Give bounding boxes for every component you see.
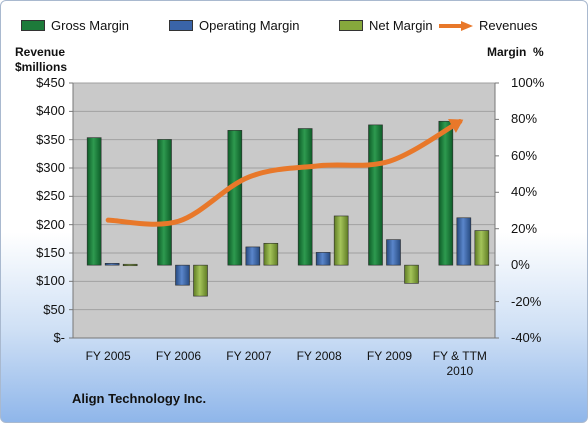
category-label-line: 2010 bbox=[446, 364, 474, 378]
right-tick-label: 100% bbox=[511, 75, 545, 90]
net-margin-bar bbox=[404, 264, 419, 284]
left-tick-label: $50 bbox=[43, 301, 65, 317]
gross-margin-bar bbox=[297, 128, 313, 266]
left-tick-label: $150 bbox=[36, 245, 65, 260]
gross-margin-bar bbox=[86, 137, 102, 266]
left-tick-label: $400 bbox=[36, 103, 65, 119]
left-tick-label: $350 bbox=[36, 131, 65, 147]
revenues-line bbox=[105, 119, 463, 227]
left-axis-title-line-1: Revenue bbox=[15, 45, 66, 59]
right-axis-title: Margin % bbox=[487, 45, 544, 59]
left-tick-label: $250 bbox=[36, 188, 65, 204]
category-label: FY 2008 bbox=[284, 349, 354, 364]
operating-margin-bar bbox=[315, 252, 331, 266]
operating-margin-bar bbox=[104, 263, 120, 266]
left-tick-label: $300 bbox=[36, 160, 65, 175]
legend-swatch-operating-margin bbox=[169, 20, 193, 31]
left-axis-title-line-2: $millions bbox=[15, 60, 68, 74]
operating-margin-bar bbox=[175, 264, 190, 286]
legend-operating-margin: Operating Margin bbox=[169, 18, 299, 33]
right-tick-label: 40% bbox=[511, 184, 538, 200]
category-label: FY & TTM 2010 bbox=[425, 349, 495, 379]
company-name: Align Technology Inc. bbox=[72, 391, 207, 406]
legend-swatch-net-margin bbox=[339, 20, 363, 31]
legend-revenues: Revenues bbox=[439, 18, 538, 33]
net-margin-bar bbox=[193, 264, 208, 297]
gross-margin-bar bbox=[157, 139, 172, 266]
revenues-arrowhead bbox=[448, 118, 464, 133]
category-label: FY 2007 bbox=[214, 349, 284, 364]
right-tick-label: 80% bbox=[511, 111, 538, 127]
legend-label-operating-margin: Operating Margin bbox=[199, 18, 300, 33]
left-tick-label: $100 bbox=[36, 273, 65, 289]
operating-margin-bar bbox=[245, 246, 261, 266]
legend-gross-margin: Gross Margin bbox=[21, 18, 129, 33]
category-label-line: FY 2006 bbox=[155, 349, 202, 363]
net-margin-bar bbox=[263, 242, 279, 266]
legend-label-gross-margin: Gross Margin bbox=[51, 18, 130, 33]
legend-net-margin: Net Margin bbox=[339, 18, 433, 33]
operating-margin-bar bbox=[456, 217, 472, 266]
right-tick-label: 20% bbox=[511, 220, 538, 236]
net-margin-bar bbox=[333, 215, 349, 266]
left-tick-label: $450 bbox=[36, 75, 65, 90]
legend-label-revenues: Revenues bbox=[479, 18, 538, 33]
category-label-line: FY 2009 bbox=[366, 349, 413, 363]
operating-margin-bar bbox=[386, 239, 401, 266]
right-tick-label: 0% bbox=[511, 257, 530, 273]
left-tick-label: $- bbox=[53, 330, 65, 345]
gross-margin-bar bbox=[438, 120, 454, 266]
left-tick-label: $200 bbox=[36, 216, 65, 232]
category-label: FY 2005 bbox=[73, 349, 143, 364]
right-tick-label: -20% bbox=[511, 293, 542, 309]
category-label-line: FY & TTM bbox=[432, 349, 487, 363]
right-tick-label: -40% bbox=[511, 330, 542, 345]
category-label: FY 2009 bbox=[355, 349, 425, 364]
net-margin-bar bbox=[474, 230, 490, 266]
legend-label-net-margin: Net Margin bbox=[369, 18, 433, 33]
category-label-line: FY 2008 bbox=[296, 349, 342, 363]
right-tick-label: 60% bbox=[511, 147, 538, 163]
legend-arrow-revenues bbox=[439, 20, 473, 31]
category-label-line: FY 2005 bbox=[85, 349, 131, 363]
legend-swatch-gross-margin bbox=[21, 20, 45, 31]
gross-margin-bar bbox=[368, 124, 383, 266]
gross-margin-bar bbox=[227, 130, 243, 266]
category-label: FY 2006 bbox=[144, 349, 214, 364]
category-label-line: FY 2007 bbox=[226, 349, 272, 363]
net-margin-bar bbox=[122, 263, 138, 267]
left-axis-title: Revenue $millions bbox=[15, 45, 67, 75]
plot-area bbox=[73, 83, 495, 338]
